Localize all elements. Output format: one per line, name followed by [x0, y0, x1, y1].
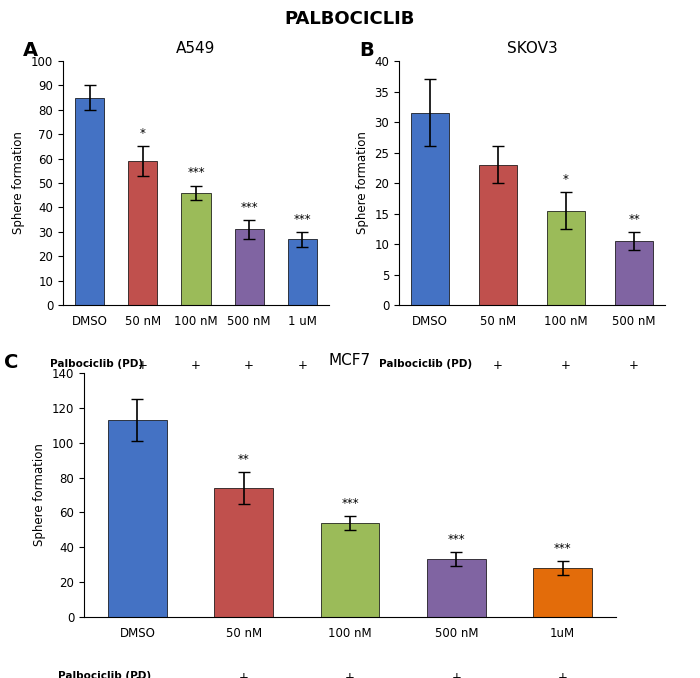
- Bar: [214, 488, 273, 617]
- Text: +: +: [493, 359, 503, 372]
- Text: +: +: [558, 671, 568, 678]
- Text: +: +: [239, 671, 248, 678]
- Bar: [411, 113, 449, 305]
- Bar: [547, 210, 584, 305]
- Bar: [108, 420, 167, 617]
- Bar: [234, 229, 264, 305]
- Text: +: +: [244, 359, 254, 372]
- Text: *: *: [140, 127, 146, 140]
- Bar: [615, 241, 653, 305]
- Bar: [480, 165, 517, 305]
- Bar: [427, 559, 486, 617]
- Text: ***: ***: [187, 166, 205, 180]
- Text: A: A: [23, 41, 38, 60]
- Bar: [533, 568, 592, 617]
- Bar: [128, 161, 158, 305]
- Text: B: B: [359, 41, 374, 60]
- Text: ***: ***: [341, 497, 359, 510]
- Text: C: C: [4, 353, 19, 372]
- Text: +: +: [138, 359, 148, 372]
- Text: **: **: [629, 213, 640, 226]
- Text: ***: ***: [554, 542, 571, 555]
- Text: **: **: [238, 453, 250, 466]
- Text: +: +: [452, 671, 461, 678]
- Text: PALBOCICLIB: PALBOCICLIB: [285, 10, 415, 28]
- Text: -: -: [88, 359, 92, 372]
- Text: -: -: [135, 671, 139, 678]
- Title: A549: A549: [176, 41, 216, 56]
- Text: Palbociclib (PD): Palbociclib (PD): [57, 671, 150, 678]
- Text: +: +: [298, 359, 307, 372]
- Y-axis label: Sphere formation: Sphere formation: [356, 132, 369, 235]
- Y-axis label: Sphere formation: Sphere formation: [13, 132, 25, 235]
- Text: +: +: [345, 671, 355, 678]
- Text: Palbociclib (PD): Palbociclib (PD): [50, 359, 143, 369]
- Text: +: +: [561, 359, 571, 372]
- Text: ***: ***: [293, 213, 311, 226]
- Text: *: *: [563, 173, 569, 186]
- Y-axis label: Sphere formation: Sphere formation: [34, 443, 46, 546]
- Bar: [321, 523, 379, 617]
- Text: +: +: [629, 359, 639, 372]
- Bar: [181, 193, 211, 305]
- Text: +: +: [191, 359, 201, 372]
- Bar: [288, 239, 317, 305]
- Bar: [75, 98, 104, 305]
- Text: Palbociclib (PD): Palbociclib (PD): [379, 359, 472, 369]
- Title: SKOV3: SKOV3: [507, 41, 557, 56]
- Text: -: -: [428, 359, 432, 372]
- Text: ***: ***: [240, 201, 258, 214]
- Text: ***: ***: [447, 534, 465, 546]
- Title: MCF7: MCF7: [329, 353, 371, 367]
